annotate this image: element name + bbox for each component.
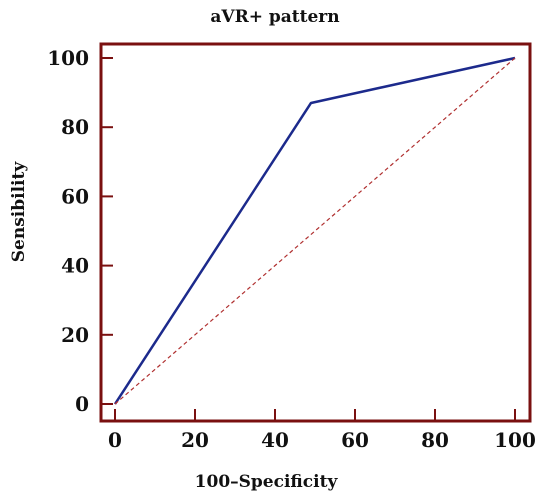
- y-tick-label: 20: [61, 323, 89, 347]
- x-tick-label: 80: [421, 428, 449, 452]
- y-axis-label: Sensibility: [9, 161, 29, 263]
- y-tick-label: 40: [61, 254, 89, 278]
- x-tick-label: 0: [108, 428, 122, 452]
- y-tick-label: 80: [61, 115, 89, 139]
- x-axis-label: 100–Specificity: [195, 472, 339, 492]
- x-tick-label: 20: [181, 428, 209, 452]
- x-axis: 0 20 40 60 80 100: [108, 409, 536, 452]
- y-axis: 0 20 40 60 80 100: [47, 46, 113, 416]
- y-tick-label: 0: [75, 392, 89, 416]
- x-tick-label: 60: [341, 428, 369, 452]
- plot-series: [113, 56, 516, 405]
- roc-curve-line: [113, 56, 516, 405]
- y-tick-label: 100: [47, 46, 89, 70]
- chart-title: aVR+ pattern: [210, 7, 339, 27]
- plot-frame: [99, 42, 532, 423]
- reference-diagonal-line: [114, 57, 516, 405]
- x-tick-label: 40: [261, 428, 289, 452]
- x-tick-label: 100: [494, 428, 536, 452]
- y-tick-label: 60: [61, 184, 89, 208]
